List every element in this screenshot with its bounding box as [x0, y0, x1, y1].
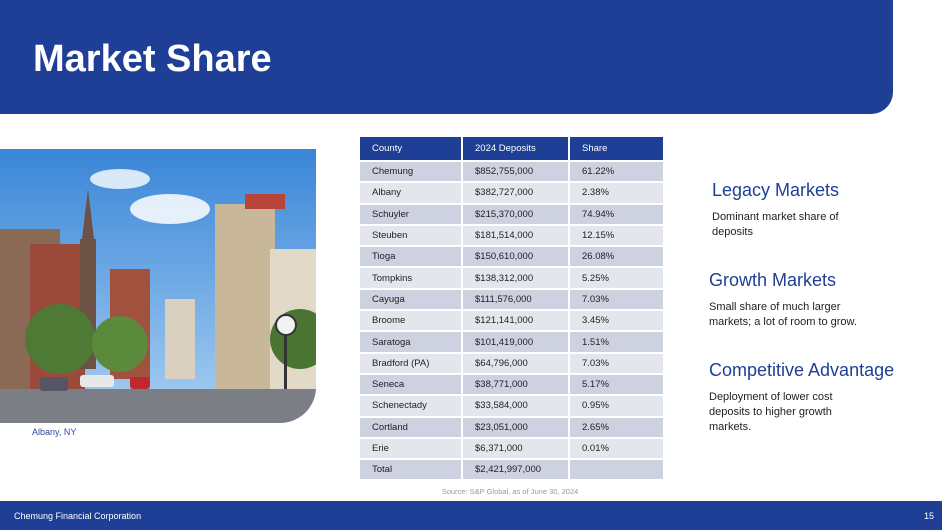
cell-share: 5.25%: [570, 268, 663, 288]
cell-county: Seneca: [360, 374, 461, 395]
cell-deposits: $138,312,000: [463, 268, 568, 288]
cell-deposits: $101,419,000: [463, 332, 568, 352]
page-title: Market Share: [33, 38, 272, 80]
column-header-share: Share: [570, 137, 663, 160]
table-row: Broome $121,141,000 3.45%: [360, 311, 663, 331]
cell-county: Schuyler: [360, 204, 461, 224]
cell-deposits: $6,371,000: [463, 438, 568, 459]
cell-share: 1.51%: [570, 332, 663, 352]
table-header-row: County 2024 Deposits Share: [360, 137, 663, 160]
cell-share: 0.95%: [570, 396, 663, 416]
cell-county: Steuben: [360, 225, 461, 246]
cell-share: 12.15%: [570, 225, 663, 246]
cell-deposits: $121,141,000: [463, 311, 568, 331]
table-row: Schenectady $33,584,000 0.95%: [360, 396, 663, 416]
cell-share: 5.17%: [570, 374, 663, 395]
section-title: Legacy Markets: [712, 180, 840, 200]
cell-share: 0.01%: [570, 438, 663, 459]
cell-share: 74.94%: [570, 204, 663, 224]
cell-deposits: $150,610,000: [463, 247, 568, 267]
cell-deposits: $2,421,997,000: [463, 460, 568, 480]
section-body: Small share of much larger markets; a lo…: [709, 301, 857, 328]
column-header-deposits: 2024 Deposits: [463, 137, 568, 160]
cell-county: Tompkins: [360, 268, 461, 288]
cell-county: Albany: [360, 183, 461, 203]
table-row: Saratoga $101,419,000 1.51%: [360, 332, 663, 352]
photo-caption: Albany, NY: [32, 427, 77, 437]
section-body: Dominant market share of deposits: [712, 211, 839, 238]
cell-share: 2.65%: [570, 417, 663, 437]
table-row: Cortland $23,051,000 2.65%: [360, 417, 663, 437]
cell-county: Tioga: [360, 247, 461, 267]
table-row: Cayuga $111,576,000 7.03%: [360, 289, 663, 310]
table-row: Tompkins $138,312,000 5.25%: [360, 268, 663, 288]
table-row: Total $2,421,997,000: [360, 460, 663, 480]
page-number: 15: [923, 511, 934, 521]
table-row: Seneca $38,771,000 5.17%: [360, 374, 663, 395]
cell-deposits: $215,370,000: [463, 204, 568, 224]
market-share-table: County 2024 Deposits Share Chemung $852,7…: [358, 135, 665, 481]
cell-share: [570, 460, 663, 480]
cell-deposits: $382,727,000: [463, 183, 568, 203]
cell-share: 2.38%: [570, 183, 663, 203]
cell-county: Erie: [360, 438, 461, 459]
cell-deposits: $64,796,000: [463, 353, 568, 373]
albany-photo: [0, 149, 316, 423]
cell-deposits: $38,771,000: [463, 374, 568, 395]
cell-county: Chemung: [360, 162, 461, 182]
cell-county: Schenectady: [360, 396, 461, 416]
section-title: Competitive Advantage: [709, 360, 895, 380]
table-source: Source: S&P Global, as of June 30, 2024: [441, 487, 579, 496]
cell-deposits: $111,576,000: [463, 289, 568, 310]
table-row: Chemung $852,755,000 61.22%: [360, 162, 663, 182]
cell-county: Bradford (PA): [360, 353, 461, 373]
footer-company: Chemung Financial Corporation: [14, 511, 142, 521]
cell-county: Cayuga: [360, 289, 461, 310]
table-row: Erie $6,371,000 0.01%: [360, 438, 663, 459]
cell-county: Broome: [360, 311, 461, 331]
cell-share: 26.08%: [570, 247, 663, 267]
table-row: Schuyler $215,370,000 74.94%: [360, 204, 663, 224]
cell-deposits: $181,514,000: [463, 225, 568, 246]
table-row: Steuben $181,514,000 12.15%: [360, 225, 663, 246]
cell-deposits: $852,755,000: [463, 162, 568, 182]
header-banner: Market Share: [0, 0, 893, 114]
cell-county: Total: [360, 460, 461, 480]
cell-county: Cortland: [360, 417, 461, 437]
cell-share: 61.22%: [570, 162, 663, 182]
cell-deposits: $33,584,000: [463, 396, 568, 416]
cell-county: Saratoga: [360, 332, 461, 352]
footer-bar: Chemung Financial Corporation 15: [0, 501, 942, 530]
table-row: Albany $382,727,000 2.38%: [360, 183, 663, 203]
table-row: Bradford (PA) $64,796,000 7.03%: [360, 353, 663, 373]
table-row: Tioga $150,610,000 26.08%: [360, 247, 663, 267]
cell-share: 7.03%: [570, 353, 663, 373]
cell-deposits: $23,051,000: [463, 417, 568, 437]
section-title: Growth Markets: [709, 270, 837, 290]
column-header-county: County: [360, 137, 461, 160]
section-body: Deployment of lower cost deposits to hig…: [709, 391, 833, 433]
cell-share: 7.03%: [570, 289, 663, 310]
cell-share: 3.45%: [570, 311, 663, 331]
